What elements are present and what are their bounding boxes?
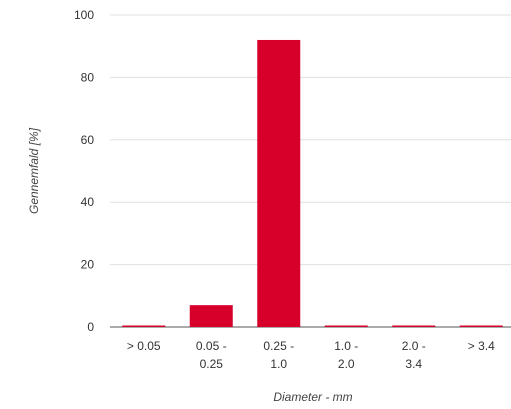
x-tick-label: > 3.4 [468, 339, 495, 353]
x-tick-label: 0.05 - [196, 339, 227, 353]
x-tick-label: 1.0 [270, 357, 287, 371]
bar [189, 305, 233, 327]
y-tick-label: 100 [74, 8, 94, 22]
x-tick-label: 0.25 [200, 357, 224, 371]
x-tick-label: 2.0 - [402, 339, 426, 353]
bar [122, 325, 166, 327]
bar [459, 325, 503, 327]
y-tick-label: 0 [87, 320, 94, 334]
bar [257, 39, 301, 328]
gridlines [110, 14, 511, 328]
x-tick-label: 0.25 - [263, 339, 294, 353]
y-tick-label: 20 [81, 258, 95, 272]
bars [122, 39, 503, 328]
y-axis-title: Gennemfald [%] [27, 127, 41, 214]
x-tick-label: > 0.05 [127, 339, 161, 353]
x-tick-label: 3.4 [405, 357, 422, 371]
bar [324, 325, 368, 327]
y-tick-label: 60 [81, 133, 95, 147]
y-tick-label: 40 [81, 195, 95, 209]
x-tick-label: 2.0 [338, 357, 355, 371]
x-axis-ticks: > 0.05 0.05 - 0.25 0.25 - 1.0 1.0 - 2.0 2.0 - 3.… [127, 339, 495, 371]
bar [392, 325, 436, 327]
y-tick-label: 80 [81, 70, 95, 84]
x-tick-label: 1.0 - [334, 339, 358, 353]
y-axis-ticks: 0 20 40 60 80 100 [74, 8, 94, 334]
x-axis-title: Diameter - mm [273, 390, 352, 404]
